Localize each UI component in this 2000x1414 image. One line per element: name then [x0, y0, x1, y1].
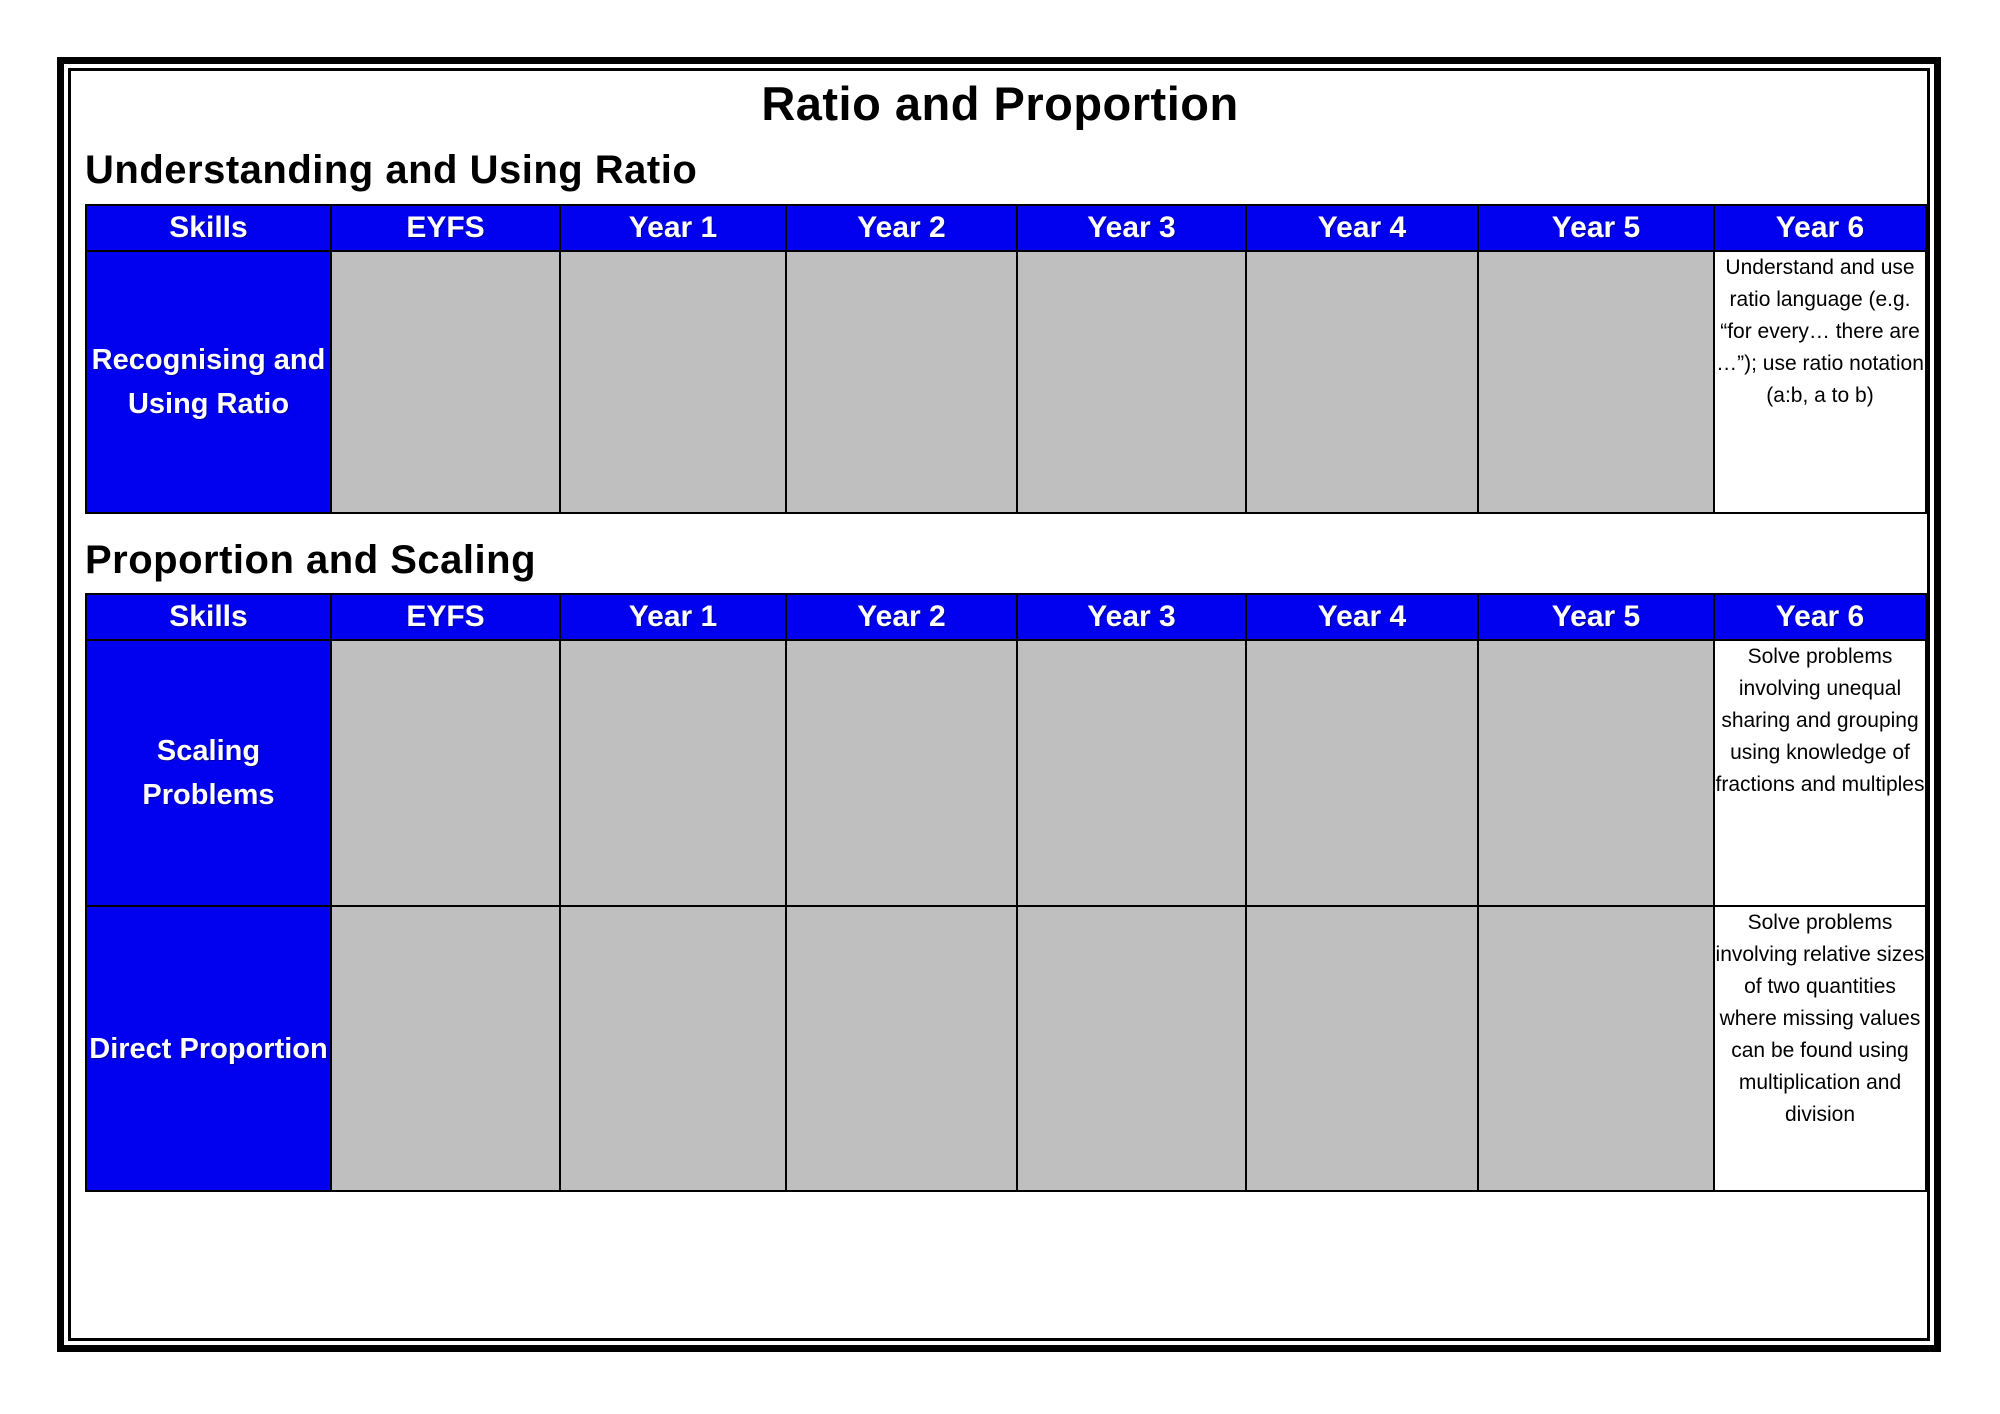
empty-cell-eyfs — [330, 639, 561, 907]
column-header-year2: Year 2 — [785, 593, 1018, 641]
table-header-row: Skills EYFS Year 1 Year 2 Year 3 Year 4 … — [85, 204, 1927, 252]
column-header-skills: Skills — [85, 593, 332, 641]
empty-cell-year5 — [1477, 639, 1715, 907]
table-row-direct-proportion: Direct Proportion Solve problems involvi… — [85, 905, 1927, 1192]
column-header-year4: Year 4 — [1245, 204, 1479, 252]
empty-cell-year1 — [559, 250, 787, 514]
year6-objective-cell: Understand and use ratio language (e.g. … — [1713, 250, 1927, 514]
column-header-eyfs: EYFS — [330, 593, 561, 641]
year6-objective-cell: Solve problems involving unequal sharing… — [1713, 639, 1927, 907]
empty-cell-year5 — [1477, 905, 1715, 1192]
column-header-year2: Year 2 — [785, 204, 1018, 252]
column-header-skills: Skills — [85, 204, 332, 252]
empty-cell-year4 — [1245, 639, 1479, 907]
empty-cell-eyfs — [330, 905, 561, 1192]
page-border-frame — [57, 57, 1941, 1352]
column-header-year1: Year 1 — [559, 204, 787, 252]
table-row-recognising-ratio: Recognising and Using Ratio Understand a… — [85, 250, 1927, 514]
page-title: Ratio and Proportion — [761, 77, 1239, 130]
understanding-ratio-table: Skills EYFS Year 1 Year 2 Year 3 Year 4 … — [85, 204, 1927, 514]
column-header-year3: Year 3 — [1016, 204, 1247, 252]
empty-cell-year1 — [559, 639, 787, 907]
column-header-eyfs: EYFS — [330, 204, 561, 252]
section-heading-proportion-scaling: Proportion and Scaling — [85, 538, 537, 582]
empty-cell-year2 — [785, 250, 1018, 514]
empty-cell-year2 — [785, 905, 1018, 1192]
empty-cell-year3 — [1016, 639, 1247, 907]
empty-cell-year3 — [1016, 250, 1247, 514]
column-header-year3: Year 3 — [1016, 593, 1247, 641]
empty-cell-year1 — [559, 905, 787, 1192]
skill-cell: Direct Proportion — [85, 905, 332, 1192]
section-heading-understanding-ratio: Understanding and Using Ratio — [85, 148, 698, 192]
skill-cell: Recognising and Using Ratio — [85, 250, 332, 514]
skill-cell: Scaling Problems — [85, 639, 332, 907]
column-header-year6: Year 6 — [1713, 593, 1927, 641]
empty-cell-year3 — [1016, 905, 1247, 1192]
column-header-year6: Year 6 — [1713, 204, 1927, 252]
empty-cell-year4 — [1245, 905, 1479, 1192]
empty-cell-year4 — [1245, 250, 1479, 514]
table-header-row: Skills EYFS Year 1 Year 2 Year 3 Year 4 … — [85, 593, 1927, 641]
year6-objective-cell: Solve problems involving relative sizes … — [1713, 905, 1927, 1192]
column-header-year1: Year 1 — [559, 593, 787, 641]
column-header-year5: Year 5 — [1477, 204, 1715, 252]
table-row-scaling-problems: Scaling Problems Solve problems involvin… — [85, 639, 1927, 907]
column-header-year4: Year 4 — [1245, 593, 1479, 641]
page-border-inner-line — [68, 68, 1930, 1341]
proportion-scaling-table: Skills EYFS Year 1 Year 2 Year 3 Year 4 … — [85, 593, 1927, 1192]
column-header-year5: Year 5 — [1477, 593, 1715, 641]
empty-cell-eyfs — [330, 250, 561, 514]
empty-cell-year5 — [1477, 250, 1715, 514]
empty-cell-year2 — [785, 639, 1018, 907]
